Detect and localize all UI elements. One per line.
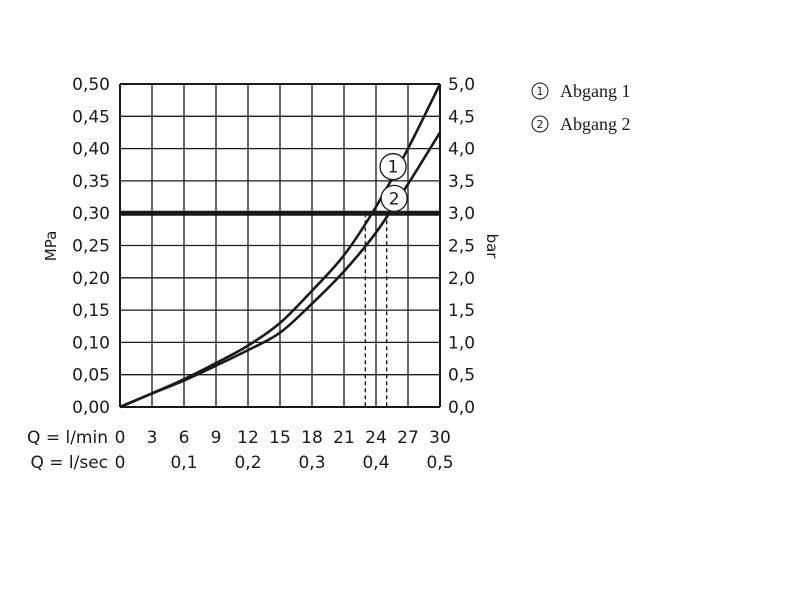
series-marker-label: 2 [389,189,400,209]
x-lps-tick-label: 0 [115,453,126,473]
x-lpm-tick-label: 27 [397,428,419,448]
y-left-tick-label: 0,25 [72,237,110,257]
y-right-tick-label: 4,5 [448,107,475,127]
y-left-tick-label: 0,45 [72,107,110,127]
x-lpm-tick-label: 24 [365,428,387,448]
legend-number-circle [531,115,549,133]
y-right-tick-label: 0,5 [448,366,475,386]
y-left-tick-label: 0,00 [72,398,110,418]
dashed-drop-lines [364,213,388,407]
y-right-tick-label: 4,0 [448,140,475,160]
y-right-tick-label: 5,0 [448,75,475,95]
x-lpm-tick-label: 12 [237,428,259,448]
y-right-tick-label: 1,0 [448,333,475,353]
legend-label: Abgang 2 [560,114,631,134]
legend-number: 1 [537,85,544,98]
y-right-tick-label: 3,0 [448,204,475,224]
y-left-tick-label: 0,15 [72,301,110,321]
y-left-tick-label: 0,10 [72,333,110,353]
y-left-tick-label: 0,35 [72,172,110,192]
y-left-tick-labels: 0,00 0,05 0,10 0,15 0,20 0,25 0,30 0,35 0,40 0,45… [72,75,110,418]
series-marker-circle [380,184,408,212]
axis-labels: Q = l/min Q = l/sec MPa bar [27,231,501,473]
x-lps-tick-labels: 0 0,1 0,2 0,3 0,4 0,5 [115,453,454,473]
y-right-tick-labels: 0,0 0,5 1,0 1,5 2,0 2,5 3,0 3,5 4,0 4,5 5,0 [448,75,475,418]
series-lines [119,83,442,409]
y-right-tick-label: 2,5 [448,237,475,257]
x-lpm-tick-label: 6 [179,428,190,448]
y-left-axis-label: MPa [42,231,60,262]
legend-label: Abgang 1 [560,81,631,101]
y-right-tick-label: 2,0 [448,269,475,289]
series-marker-label: 1 [388,158,399,178]
y-right-tick-label: 0,0 [448,398,475,418]
y-left-tick-label: 0,30 [72,204,110,224]
legend-number-circle [531,82,549,100]
series-line-2 [119,131,442,409]
x-lpm-tick-label: 3 [147,428,158,448]
y-left-tick-label: 0,40 [72,140,110,160]
x-lps-axis-label: Q = l/sec [30,453,108,473]
x-lpm-tick-label: 18 [301,428,323,448]
y-left-tick-label: 0,50 [72,75,110,95]
x-lpm-tick-label: 21 [333,428,355,448]
x-lps-tick-label: 0,2 [234,453,261,473]
y-right-tick-label: 3,5 [448,172,475,192]
grid [119,83,441,408]
y-left-tick-label: 0,05 [72,366,110,386]
series-marker-circle [379,153,407,181]
x-lps-tick-label: 0,5 [426,453,453,473]
x-lps-tick-label: 0,4 [362,453,389,473]
legend-number: 2 [537,118,544,131]
y-right-tick-label: 1,5 [448,301,475,321]
x-lps-tick-label: 0,3 [298,453,325,473]
x-lpm-tick-label: 30 [429,428,451,448]
legend: 1 Abgang 1 2 Abgang 2 [531,81,631,134]
x-lpm-tick-label: 9 [211,428,222,448]
x-lpm-tick-labels: 0 3 6 9 12 15 18 21 24 27 30 [115,428,451,448]
y-right-axis-label: bar [483,234,501,260]
series-markers: 12 [379,153,408,212]
x-lpm-tick-label: 0 [115,428,126,448]
x-lps-tick-label: 0,1 [170,453,197,473]
y-left-tick-label: 0,20 [72,269,110,289]
x-lpm-axis-label: Q = l/min [27,428,108,448]
x-lpm-tick-label: 15 [269,428,291,448]
